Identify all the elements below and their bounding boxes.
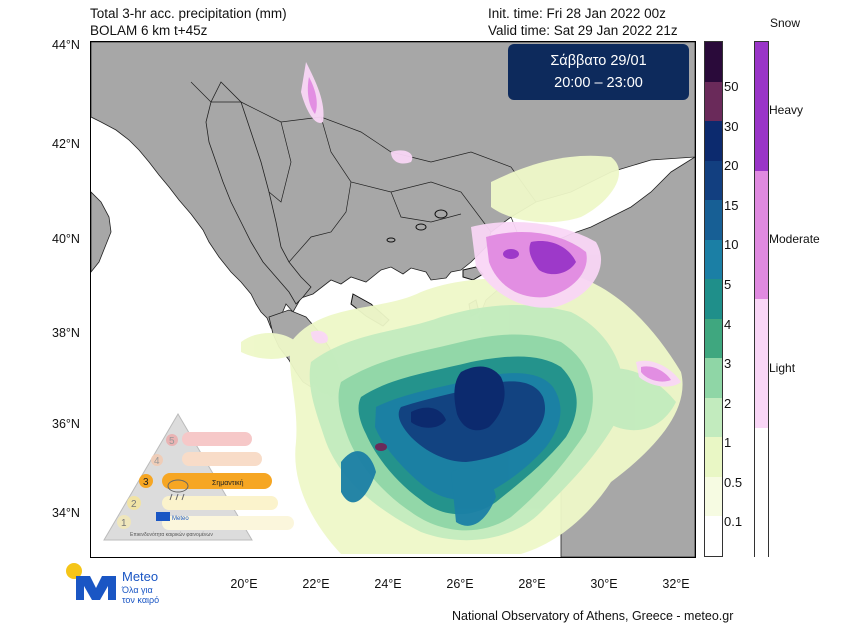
- level-bar-2: [162, 496, 278, 510]
- cbar-label-30: 30: [724, 119, 739, 134]
- lon-label-28: 28°E: [518, 577, 546, 591]
- logo-tagline-2: τον καιρό: [122, 595, 159, 605]
- level-num-3: 3: [143, 477, 149, 488]
- valid-time: Valid time: Sat 29 Jan 2022 21z: [488, 23, 678, 38]
- lat-label-36: 36°N: [52, 417, 80, 431]
- precip-purple-core: [375, 443, 387, 451]
- lon-label-20: 20°E: [230, 577, 258, 591]
- cbar-label-20: 20: [724, 158, 739, 173]
- level-num-5: 5: [169, 436, 175, 447]
- lat-label-34: 34°N: [52, 506, 80, 520]
- cbar-label-50: 50: [724, 79, 739, 94]
- forecast-day: Σάββατο 29/01: [550, 53, 647, 69]
- init-time: Init. time: Fri 28 Jan 2022 00z: [488, 6, 666, 21]
- cbar-segment: [705, 239, 722, 280]
- cbar-segment: [705, 279, 722, 320]
- precip-navy: [411, 366, 505, 431]
- cbar-segment: [705, 476, 722, 517]
- cbar-label-2: 2: [724, 396, 732, 411]
- chart-title: Total 3-hr acc. precipitation (mm) BOLAM…: [90, 5, 287, 39]
- forecast-period-box: Σάββατο 29/01 20:00 – 23:00: [508, 44, 689, 100]
- lat-label-42: 42°N: [52, 137, 80, 151]
- level-dot-3: [139, 474, 153, 488]
- logo-sun: [66, 563, 82, 579]
- lesvos-island: [462, 266, 484, 281]
- lon-label-24: 24°E: [374, 577, 402, 591]
- cbar-segment: [705, 318, 722, 359]
- cbar-segment: [705, 160, 722, 201]
- cbar-segment: [705, 42, 722, 83]
- cbar-label-1: 1: [724, 435, 732, 450]
- cbar-segment: [705, 437, 722, 478]
- snow-label-moderate: Moderate: [769, 232, 820, 246]
- level-bar-3: [162, 473, 272, 489]
- cbar-label-5: 5: [724, 277, 732, 292]
- hazard-level-legend: 1 2 3 4 5 Σημαντική Meteo Επικινδυνότητα…: [100, 412, 300, 544]
- snow-segment: [755, 170, 768, 300]
- cloud-rain-icon: [167, 479, 189, 501]
- snow-segment: [755, 299, 768, 428]
- map-canvas: [91, 42, 695, 557]
- lon-label-26: 26°E: [446, 577, 474, 591]
- level-dot-1: [117, 515, 131, 529]
- snow-bar-title: Snow: [770, 16, 801, 30]
- cbar-segment: [705, 121, 722, 162]
- country-borders: [190, 81, 537, 263]
- level-dot-2: [127, 496, 141, 510]
- cbar-label-10: 10: [724, 237, 739, 252]
- lat-label-38: 38°N: [52, 326, 80, 340]
- level-dot-5: [166, 434, 178, 446]
- cbar-segment: [705, 397, 722, 438]
- lat-label-40: 40°N: [52, 232, 80, 246]
- level-bar-1: [162, 516, 294, 530]
- snow-heavy: [503, 241, 576, 275]
- forecast-hours: 20:00 – 23:00: [554, 75, 643, 91]
- snow-segment: [755, 427, 768, 557]
- cbar-segment: [705, 200, 722, 241]
- cbar-segment: [705, 358, 722, 399]
- level-dot-4: [151, 454, 163, 466]
- cbar-label-15: 15: [724, 198, 739, 213]
- logo-tagline-1: Όλα για: [121, 585, 153, 595]
- triangle-logo-text: Meteo: [172, 516, 189, 522]
- snow-colorbar: [754, 41, 769, 557]
- footer-credit: National Observatory of Athens, Greece -…: [452, 609, 734, 623]
- triangle-logo-mark: [156, 512, 170, 521]
- level-bar-5: [182, 432, 252, 446]
- snow-segment: [755, 42, 768, 171]
- lon-label-22: 22°E: [302, 577, 330, 591]
- cbar-label-4: 4: [724, 317, 732, 332]
- precip-colorbar: [704, 41, 723, 557]
- title-line-2: BOLAM 6 km t+45z: [90, 23, 208, 38]
- snow-label-heavy: Heavy: [769, 103, 804, 117]
- level-num-4: 4: [154, 456, 160, 467]
- lon-label-32: 32°E: [662, 577, 690, 591]
- cbar-segment: [705, 516, 722, 557]
- albania-greece-west: [205, 81, 312, 305]
- precipitation-map: [90, 41, 696, 558]
- triangle-caption: Επικινδυνότητα καιρικών φαινομένων: [130, 531, 213, 538]
- snow-label-light: Light: [769, 361, 796, 375]
- logo-name: Meteo: [122, 569, 158, 584]
- meteo-logo: Meteo Όλα για τον καιρό: [62, 562, 202, 608]
- logo-m-mark: [76, 576, 116, 600]
- time-info: Init. time: Fri 28 Jan 2022 00z Valid ti…: [488, 5, 678, 39]
- level-num-1: 1: [121, 518, 127, 529]
- level-3-label: Σημαντική: [212, 480, 244, 487]
- cbar-label-0-1: 0.1: [724, 514, 743, 529]
- lat-label-44: 44°N: [52, 38, 80, 52]
- level-num-2: 2: [131, 499, 137, 510]
- lon-label-30: 30°E: [590, 577, 618, 591]
- cbar-label-0-5: 0.5: [724, 475, 743, 490]
- level-bar-4: [182, 452, 262, 466]
- cbar-label-3: 3: [724, 356, 732, 371]
- cbar-segment: [705, 81, 722, 122]
- italy-landmass: [91, 191, 112, 273]
- title-line-1: Total 3-hr acc. precipitation (mm): [90, 6, 287, 21]
